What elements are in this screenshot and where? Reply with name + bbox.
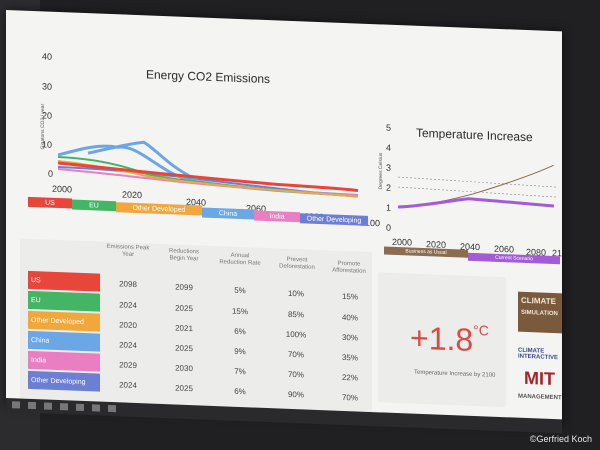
cell-other-developed-peak: 2020: [119, 320, 137, 331]
cell-eu-afforestation[interactable]: 40%: [341, 312, 358, 323]
temperature-ytick: 2: [386, 182, 392, 193]
current-scenario-line: [398, 197, 555, 209]
app-icon[interactable]: [76, 403, 84, 411]
cell-us-peak: 2098: [119, 279, 137, 290]
cell-india-begin: 2030: [175, 363, 193, 374]
band-other-developed[interactable]: Other Developed: [116, 202, 202, 216]
logo-climate-text: CLIMATE: [521, 295, 556, 307]
emissions-ytick: 20: [42, 110, 53, 121]
app-icon[interactable]: [60, 403, 68, 411]
header-emissions-peak-year: Emissions Peak Year: [106, 243, 150, 258]
temperature-ytick: 1: [386, 202, 392, 213]
emissions-plot: [58, 140, 359, 198]
cell-india-afforestation[interactable]: 22%: [341, 372, 358, 383]
temperature-ylabel: Degrees Celsius: [378, 152, 384, 190]
emissions-ytick: 30: [42, 81, 53, 92]
band-india[interactable]: India: [254, 210, 300, 223]
temperature-result-value: +1.8: [410, 319, 474, 358]
mit-logo: MIT: [524, 367, 555, 390]
cell-other-developed-deforestation[interactable]: 100%: [285, 329, 307, 340]
row-label-us: US: [28, 270, 100, 292]
climate-simulation-logo: CLIMATE SIMULATION: [518, 291, 562, 334]
temperature-plot: [398, 164, 558, 209]
row-label-other-developed: Other Developed: [28, 310, 100, 332]
row-label-other-developing: Other Developing: [28, 370, 100, 392]
header-annual-reduction-rate: Annual Reduction Rate: [219, 252, 261, 267]
cell-china-peak: 2024: [119, 340, 137, 351]
emissions-ytick: 40: [42, 51, 53, 62]
cell-eu-rate[interactable]: 15%: [231, 306, 248, 317]
temperature-ytick: 3: [386, 162, 392, 173]
app-icon[interactable]: [28, 401, 36, 410]
projection-screen: Energy CO2 Emissions Gigatons CO2 / year…: [6, 10, 562, 427]
management-logo: MANAGEMENT: [518, 393, 562, 402]
temperature-title: Temperature Increase: [416, 125, 533, 145]
temperature-result-unit: °C: [473, 321, 489, 339]
cell-india-deforestation[interactable]: 70%: [287, 369, 304, 380]
cell-other-developed-begin: 2021: [175, 323, 193, 334]
emissions-xtick: 2020: [122, 189, 143, 201]
cell-other-developing-peak: 2024: [119, 380, 137, 391]
app-icon[interactable]: [92, 404, 100, 412]
cell-us-begin: 2099: [175, 282, 193, 293]
legend-business-as-usual[interactable]: Business as Usual: [384, 246, 468, 258]
emissions-title: Energy CO2 Emissions: [146, 67, 271, 87]
cell-other-developed-afforestation[interactable]: 30%: [341, 332, 358, 343]
legend-current-scenario[interactable]: Current Scenario: [468, 252, 560, 265]
cell-china-begin: 2025: [175, 343, 193, 354]
temperature-ytick: 5: [386, 122, 392, 133]
cell-us-afforestation[interactable]: 15%: [341, 291, 358, 302]
temperature-ytick: 0: [386, 222, 392, 233]
cell-other-developed-rate[interactable]: 6%: [234, 326, 246, 337]
cell-china-afforestation[interactable]: 35%: [341, 352, 358, 363]
row-label-china: China: [28, 330, 100, 352]
header-promote-afforestation: Promote Afforestation: [332, 260, 366, 275]
cell-india-peak: 2029: [119, 360, 137, 371]
logo-simulation-text: SIMULATION: [521, 309, 558, 318]
cell-china-deforestation[interactable]: 70%: [287, 349, 304, 360]
cell-other-developing-deforestation[interactable]: 90%: [287, 389, 304, 400]
cell-india-rate[interactable]: 7%: [234, 366, 246, 377]
start-icon[interactable]: [12, 401, 20, 409]
series-us-line: [58, 161, 359, 193]
band-eu[interactable]: EU: [72, 199, 116, 212]
cell-us-deforestation[interactable]: 10%: [287, 288, 304, 299]
photo-credit: ©Gerfried Koch: [529, 434, 592, 444]
row-label-india: India: [28, 350, 100, 372]
app-icon[interactable]: [108, 404, 116, 413]
temperature-result: +1.8°C: [410, 320, 489, 360]
band-us[interactable]: US: [28, 196, 72, 209]
cell-eu-peak: 2024: [119, 300, 137, 311]
emissions-ytick: 10: [42, 139, 53, 150]
temperature-reference-line: [398, 176, 558, 188]
cell-other-developing-rate[interactable]: 6%: [234, 386, 246, 397]
row-label-eu: EU: [28, 290, 100, 312]
header-prevent-deforestation: Prevent Deforestation: [279, 256, 315, 271]
app-icon[interactable]: [44, 402, 52, 410]
header-reductions-begin-year: Reductions Begin Year: [168, 248, 200, 263]
climate-interactive-logo: CLIMATE INTERACTIVE: [518, 347, 559, 362]
band-other-developing[interactable]: Other Developing: [300, 213, 368, 226]
cell-eu-begin: 2025: [175, 303, 193, 314]
cell-eu-deforestation[interactable]: 85%: [287, 309, 304, 320]
cell-other-developing-begin: 2025: [175, 383, 193, 394]
series-china-peak-line: [87, 140, 199, 182]
cell-other-developing-afforestation[interactable]: 70%: [341, 392, 358, 403]
emissions-chart-panel: Energy CO2 Emissions Gigatons CO2 / year…: [6, 10, 562, 228]
temperature-chart-panel: Temperature Increase Degrees Celsius 5 4…: [6, 10, 562, 265]
emissions-ytick: 0: [48, 168, 54, 179]
band-china[interactable]: China: [202, 207, 254, 220]
cell-us-rate[interactable]: 5%: [234, 285, 246, 296]
emissions-xtick: 2000: [52, 183, 73, 195]
temperature-ytick: 4: [386, 142, 392, 153]
cell-china-rate[interactable]: 9%: [234, 346, 246, 357]
